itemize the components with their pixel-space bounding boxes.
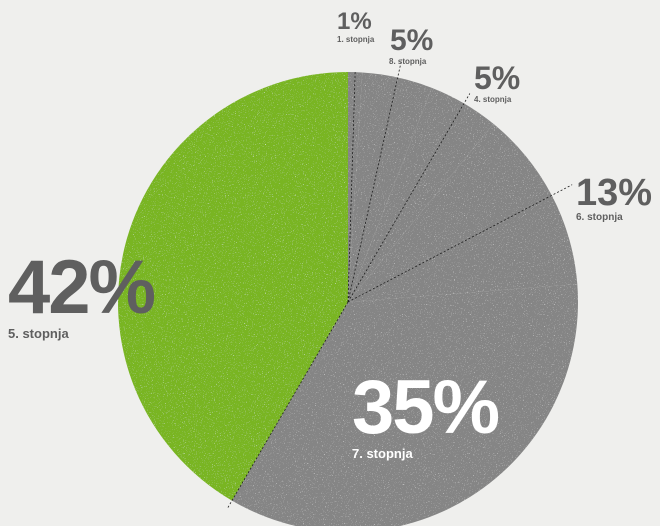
- slice-percent: 5%: [474, 60, 521, 96]
- slice-percent: 13%: [576, 172, 653, 214]
- pie-slice-8-stopnja: [348, 72, 432, 302]
- slice-category: 8. stopnja: [389, 57, 427, 66]
- pie-slice-1-stopnja: [348, 72, 363, 302]
- slice-category: 6. stopnja: [576, 212, 623, 223]
- leader-lines: [226, 59, 573, 509]
- pie-slice-4-stopnja: [348, 87, 494, 302]
- slice-percent: 1%: [337, 8, 372, 35]
- leader-line: [347, 59, 403, 303]
- slice-percent: 35%: [352, 365, 500, 450]
- slice-label-6-stopnja: 13% 6. stopnja: [576, 174, 652, 223]
- slice-percent: 42%: [8, 245, 156, 330]
- slice-percent: 5%: [390, 24, 434, 57]
- slice-label-7-stopnja: 35% 7. stopnja: [352, 365, 500, 461]
- slice-label-1-stopnja: 1% 1. stopnja: [337, 10, 374, 44]
- pie-slice-6-stopnja: [348, 123, 578, 302]
- pie-slices: [118, 72, 578, 526]
- pie-slice-5-stopnja: [118, 72, 348, 501]
- leader-line: [347, 93, 471, 303]
- pie-slice-7-stopnja: [231, 284, 578, 526]
- slice-label-8-stopnja: 5% 8. stopnja: [389, 26, 433, 66]
- slice-category: 1. stopnja: [337, 35, 375, 44]
- slice-category: 7. stopnja: [352, 446, 413, 461]
- slice-category: 5. stopnja: [8, 326, 69, 341]
- slice-label-5-stopnja: 42% 5. stopnja: [8, 245, 156, 341]
- slice-category: 4. stopnja: [474, 95, 512, 104]
- slice-label-4-stopnja: 5% 4. stopnja: [474, 62, 520, 104]
